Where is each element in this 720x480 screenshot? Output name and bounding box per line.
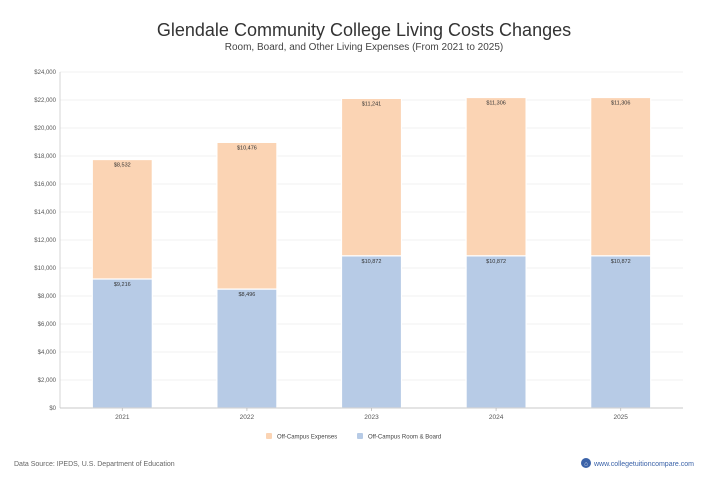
data-label: $10,872 bbox=[362, 259, 382, 265]
brand-icon-glyph: ⌂ bbox=[584, 462, 588, 468]
bar-room-board[interactable] bbox=[590, 255, 652, 409]
bar-room-board[interactable] bbox=[216, 288, 278, 409]
y-tick-label: $20,000 bbox=[34, 126, 56, 132]
y-tick-label: $0 bbox=[49, 406, 56, 412]
data-label: $8,532 bbox=[114, 163, 131, 169]
y-tick-label: $4,000 bbox=[38, 350, 57, 356]
brand-icon bbox=[581, 458, 591, 468]
bar-expenses[interactable] bbox=[216, 141, 278, 290]
y-tick-label: $2,000 bbox=[38, 378, 57, 384]
data-label: $10,872 bbox=[486, 259, 506, 265]
brand-link[interactable]: www.collegetuitioncompare.com bbox=[593, 461, 694, 468]
bar-expenses[interactable] bbox=[340, 97, 403, 257]
data-label: $11,306 bbox=[611, 101, 630, 107]
y-tick-label: $14,000 bbox=[34, 210, 56, 216]
data-label: $11,241 bbox=[362, 101, 381, 107]
y-tick-label: $16,000 bbox=[34, 182, 56, 188]
chart-title: Glendale Community College Living Costs … bbox=[157, 20, 571, 40]
y-tick-label: $8,000 bbox=[38, 294, 57, 300]
data-label: $10,872 bbox=[611, 259, 631, 265]
data-label: $8,496 bbox=[238, 292, 255, 298]
data-label: $10,476 bbox=[237, 145, 257, 151]
legend-swatch-off-campus-room-board bbox=[357, 433, 363, 439]
bar-expenses[interactable] bbox=[465, 96, 527, 257]
legend-label-off-campus-expenses: Off-Campus Expenses bbox=[277, 435, 337, 441]
y-tick-label: $6,000 bbox=[38, 322, 57, 328]
legend: Off-Campus Expenses Off-Campus Room & Bo… bbox=[266, 433, 441, 441]
x-tick-label: 2023 bbox=[364, 414, 379, 421]
bar-room-board[interactable] bbox=[465, 255, 527, 409]
bar-room-board[interactable] bbox=[340, 255, 403, 409]
x-tick-label: 2022 bbox=[240, 414, 255, 421]
bar-room-board[interactable] bbox=[91, 278, 153, 409]
x-axis: 2021 2022 2023 2024 2025 bbox=[60, 407, 683, 421]
y-tick-label: $10,000 bbox=[34, 266, 56, 272]
chart-subtitle: Room, Board, and Other Living Expenses (… bbox=[225, 42, 503, 53]
data-source-note: Data Source: IPEDS, U.S. Department of E… bbox=[14, 461, 175, 468]
legend-label-off-campus-room-board: Off-Campus Room & Board bbox=[368, 435, 441, 441]
y-tick-label: $24,000 bbox=[34, 70, 56, 76]
data-label: $9,216 bbox=[114, 282, 131, 288]
brand-logo[interactable]: ⌂ www.collegetuitioncompare.com bbox=[581, 458, 694, 468]
bars: $9,216 $8,532 $8,496 $10,476 $10,872 $11,241 $… bbox=[91, 96, 652, 409]
x-tick-label: 2025 bbox=[613, 414, 628, 421]
legend-swatch-off-campus-expenses bbox=[266, 433, 272, 439]
y-tick-label: $12,000 bbox=[34, 238, 56, 244]
bar-expenses[interactable] bbox=[590, 96, 652, 257]
y-tick-label: $18,000 bbox=[34, 154, 56, 160]
bar-expenses[interactable] bbox=[91, 158, 153, 280]
x-tick-label: 2024 bbox=[489, 414, 504, 421]
y-axis: $0 $2,000 $4,000 $6,000 $8,000 $10,000 $12,000… bbox=[34, 70, 61, 412]
y-tick-label: $22,000 bbox=[34, 98, 56, 104]
x-tick-label: 2021 bbox=[115, 414, 130, 421]
data-label: $11,306 bbox=[486, 101, 505, 107]
